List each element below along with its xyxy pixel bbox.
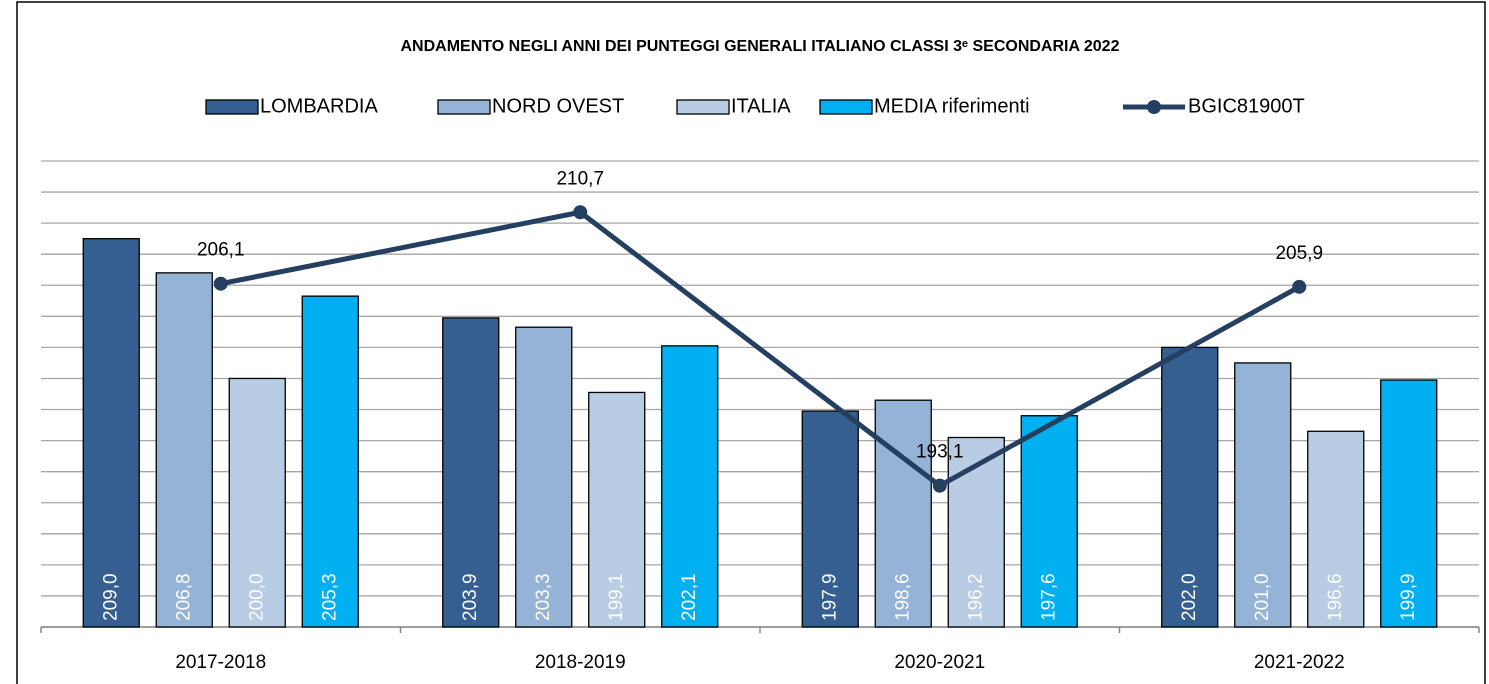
bar-value-label: 202,1 xyxy=(679,573,700,621)
legend-swatch xyxy=(819,99,873,115)
legend-label: LOMBARDIA xyxy=(260,95,378,117)
bar-value-label: 203,3 xyxy=(533,573,554,621)
bar xyxy=(155,272,213,628)
bar-value-label: 202,0 xyxy=(1179,573,1200,621)
bar xyxy=(661,345,719,628)
x-tick-label: 2017-2018 xyxy=(175,652,266,673)
bar-value-label: 200,0 xyxy=(246,573,267,621)
bar-value-label: 199,1 xyxy=(606,573,627,621)
legend-label: MEDIA riferimenti xyxy=(874,95,1030,117)
bar xyxy=(1234,362,1292,628)
x-tick-label: 2020-2021 xyxy=(894,652,985,673)
bar xyxy=(874,399,932,628)
legend-label: BGIC81900T xyxy=(1188,95,1305,117)
legend-label: NORD OVEST xyxy=(492,95,624,117)
line-point xyxy=(1292,279,1307,294)
bar xyxy=(1020,415,1078,628)
line-value-label: 205,9 xyxy=(1275,243,1323,264)
bar xyxy=(1307,430,1365,628)
bar-value-label: 197,9 xyxy=(819,573,840,621)
bar-value-label: 198,6 xyxy=(892,573,913,621)
legend-swatch xyxy=(437,99,491,115)
bar xyxy=(1380,379,1438,628)
chart-title: ANDAMENTO NEGLI ANNI DEI PUNTEGGI GENERA… xyxy=(401,38,1120,55)
bar xyxy=(442,317,500,628)
bar-value-label: 205,3 xyxy=(319,573,340,621)
bar xyxy=(801,410,859,628)
bar xyxy=(228,377,286,628)
x-tick-label: 2018-2019 xyxy=(535,652,626,673)
line-value-label: 206,1 xyxy=(197,240,245,261)
bar-value-label: 196,2 xyxy=(965,573,986,621)
bar xyxy=(588,391,646,628)
bar-value-label: 209,0 xyxy=(100,573,121,621)
line-value-label: 193,1 xyxy=(916,442,964,463)
bar-value-label: 201,0 xyxy=(1252,573,1273,621)
legend-label: ITALIA xyxy=(731,95,791,117)
line-point xyxy=(573,205,588,220)
line-value-label: 210,7 xyxy=(556,168,604,189)
legend-swatch xyxy=(205,99,259,115)
line-point xyxy=(213,276,228,291)
bar-value-label: 196,6 xyxy=(1325,573,1346,621)
x-tick-label: 2021-2022 xyxy=(1254,652,1345,673)
legend-swatch xyxy=(676,99,730,115)
bar xyxy=(301,295,359,628)
bar-value-label: 197,6 xyxy=(1038,573,1059,621)
line-point xyxy=(932,478,947,493)
legend-marker xyxy=(1147,100,1161,114)
bar xyxy=(947,436,1005,628)
bar-value-label: 199,9 xyxy=(1398,573,1419,621)
bar-value-label: 203,9 xyxy=(460,573,481,621)
line xyxy=(220,209,1301,489)
bar xyxy=(82,238,140,628)
bar-value-label: 206,8 xyxy=(173,573,194,621)
bar xyxy=(515,326,573,628)
bar xyxy=(1161,346,1219,628)
